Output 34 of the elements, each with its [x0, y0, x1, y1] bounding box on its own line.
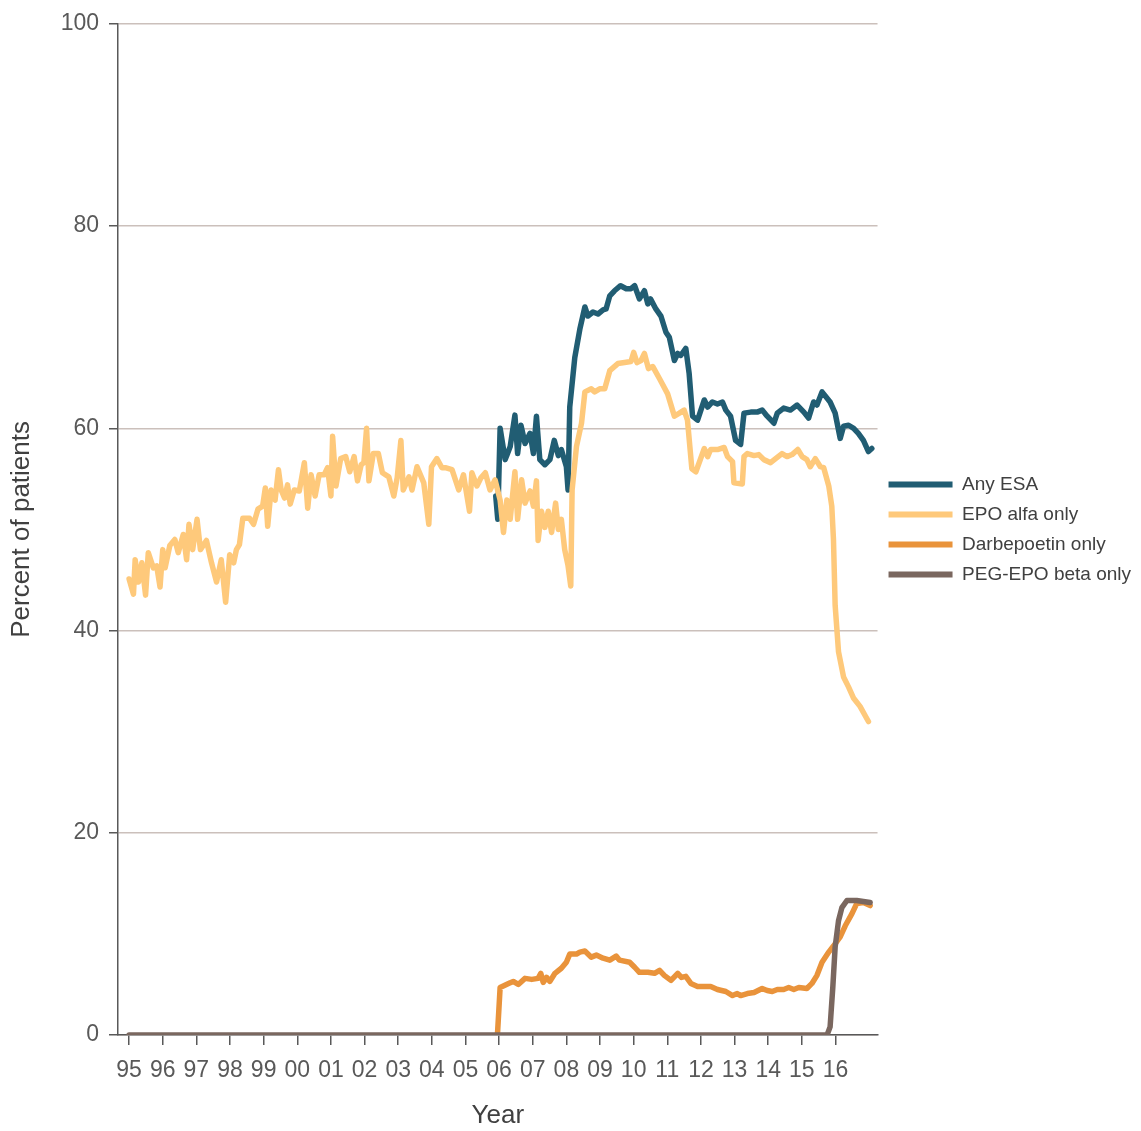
x-tick-label: 99 [250, 1056, 277, 1083]
x-tick-label: 16 [822, 1056, 849, 1083]
x-tick-label: 13 [721, 1056, 748, 1083]
x-tick-label: 06 [486, 1056, 512, 1083]
x-tick-label: 08 [553, 1056, 580, 1083]
y-tick-label: 20 [73, 818, 99, 845]
y-tick-label: 0 [86, 1020, 99, 1047]
x-tick-label: 03 [385, 1056, 411, 1083]
y-axis-title: Percent of patients [4, 420, 35, 638]
y-tick-label: 40 [73, 615, 99, 642]
legend-label: Any ESA [962, 472, 1039, 494]
x-tick-label: 00 [284, 1056, 311, 1083]
x-tick-label: 01 [318, 1056, 344, 1083]
x-tick-label: 09 [587, 1056, 613, 1083]
x-tick-label: 10 [620, 1056, 647, 1083]
x-tick-label: 07 [519, 1056, 546, 1083]
legend-label: PEG-EPO beta only [962, 562, 1132, 584]
y-tick-label: 60 [73, 413, 99, 440]
x-tick-label: 05 [452, 1056, 479, 1083]
x-tick-label: 14 [755, 1056, 782, 1083]
x-tick-label: 15 [789, 1056, 815, 1083]
y-tick-label: 100 [60, 9, 99, 36]
x-tick-label: 98 [217, 1056, 243, 1083]
x-tick-label: 04 [419, 1056, 445, 1083]
legend-label: Darbepoetin only [962, 532, 1107, 554]
y-tick-label: 80 [73, 211, 99, 238]
x-tick-label: 96 [149, 1056, 176, 1083]
x-axis-title: Year [471, 1098, 525, 1129]
x-tick-label: 95 [116, 1056, 142, 1083]
x-tick-label: 12 [688, 1056, 714, 1083]
legend-label: EPO alfa only [962, 502, 1079, 524]
x-tick-label: 02 [351, 1056, 378, 1083]
x-tick-label: 97 [183, 1056, 210, 1083]
x-tick-label: 11 [655, 1056, 680, 1083]
